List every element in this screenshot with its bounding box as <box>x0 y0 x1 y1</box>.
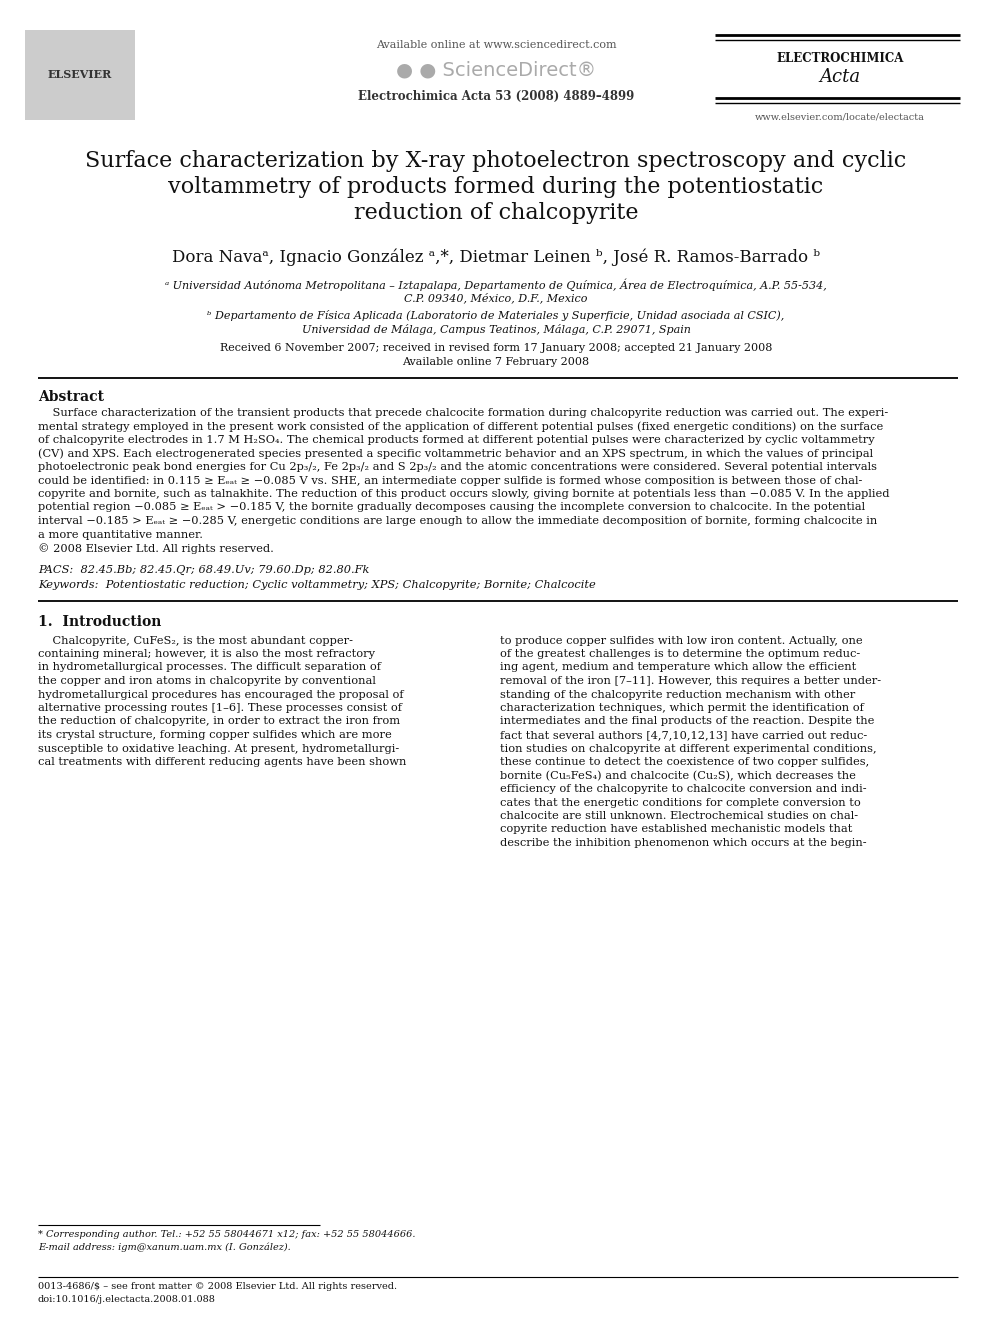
Text: copyrite reduction have established mechanistic models that: copyrite reduction have established mech… <box>500 824 852 835</box>
Text: Surface characterization by X-ray photoelectron spectroscopy and cyclic: Surface characterization by X-ray photoe… <box>85 149 907 172</box>
Text: chalcocite are still unknown. Electrochemical studies on chal-: chalcocite are still unknown. Electroche… <box>500 811 858 822</box>
Text: copyrite and bornite, such as talnakhite. The reduction of this product occurs s: copyrite and bornite, such as talnakhite… <box>38 490 890 499</box>
Text: Keywords:  Potentiostatic reduction; Cyclic voltammetry; XPS; Chalcopyrite; Born: Keywords: Potentiostatic reduction; Cycl… <box>38 581 596 590</box>
Text: Available online 7 February 2008: Available online 7 February 2008 <box>403 357 589 366</box>
Text: ELSEVIER: ELSEVIER <box>48 70 112 81</box>
Text: reduction of chalcopyrite: reduction of chalcopyrite <box>354 202 638 224</box>
Text: Surface characterization of the transient products that precede chalcocite forma: Surface characterization of the transien… <box>38 407 888 418</box>
Text: alternative processing routes [1–6]. These processes consist of: alternative processing routes [1–6]. The… <box>38 703 402 713</box>
Text: Received 6 November 2007; received in revised form 17 January 2008; accepted 21 : Received 6 November 2007; received in re… <box>220 343 772 353</box>
Text: * Corresponding author. Tel.: +52 55 58044671 x12; fax: +52 55 58044666.: * Corresponding author. Tel.: +52 55 580… <box>38 1230 416 1240</box>
Text: Chalcopyrite, CuFeS₂, is the most abundant copper-: Chalcopyrite, CuFeS₂, is the most abunda… <box>38 635 353 646</box>
Text: characterization techniques, which permit the identification of: characterization techniques, which permi… <box>500 703 864 713</box>
Text: cates that the energetic conditions for complete conversion to: cates that the energetic conditions for … <box>500 798 861 807</box>
Text: intermediates and the final products of the reaction. Despite the: intermediates and the final products of … <box>500 717 874 726</box>
Text: interval −0.185 > Eₑₐₜ ≥ −0.285 V, energetic conditions are large enough to allo: interval −0.185 > Eₑₐₜ ≥ −0.285 V, energ… <box>38 516 877 527</box>
Text: of chalcopyrite electrodes in 1.7 M H₂SO₄. The chemical products formed at diffe: of chalcopyrite electrodes in 1.7 M H₂SO… <box>38 435 875 445</box>
Text: voltammetry of products formed during the potentiostatic: voltammetry of products formed during th… <box>169 176 823 198</box>
Text: the reduction of chalcopyrite, in order to extract the iron from: the reduction of chalcopyrite, in order … <box>38 717 400 726</box>
Text: (CV) and XPS. Each electrogenerated species presented a specific voltammetric be: (CV) and XPS. Each electrogenerated spec… <box>38 448 873 459</box>
Text: 0013-4686/$ – see front matter © 2008 Elsevier Ltd. All rights reserved.: 0013-4686/$ – see front matter © 2008 El… <box>38 1282 397 1291</box>
Text: ing agent, medium and temperature which allow the efficient: ing agent, medium and temperature which … <box>500 663 856 672</box>
Text: Abstract: Abstract <box>38 390 104 404</box>
Text: Universidad de Málaga, Campus Teatinos, Málaga, C.P. 29071, Spain: Universidad de Málaga, Campus Teatinos, … <box>302 324 690 335</box>
Text: ᵃ Universidad Autónoma Metropolitana – Iztapalapa, Departamento de Química, Área: ᵃ Universidad Autónoma Metropolitana – I… <box>165 278 827 291</box>
Text: these continue to detect the coexistence of two copper sulfides,: these continue to detect the coexistence… <box>500 757 869 767</box>
Text: PACS:  82.45.Bb; 82.45.Qr; 68.49.Uv; 79.60.Dp; 82.80.Fk: PACS: 82.45.Bb; 82.45.Qr; 68.49.Uv; 79.6… <box>38 565 369 574</box>
Text: ELECTROCHIMICA: ELECTROCHIMICA <box>777 52 904 65</box>
Text: describe the inhibition phenomenon which occurs at the begin-: describe the inhibition phenomenon which… <box>500 837 867 848</box>
Text: of the greatest challenges is to determine the optimum reduc-: of the greatest challenges is to determi… <box>500 650 860 659</box>
Text: doi:10.1016/j.electacta.2008.01.088: doi:10.1016/j.electacta.2008.01.088 <box>38 1295 216 1304</box>
Text: removal of the iron [7–11]. However, this requires a better under-: removal of the iron [7–11]. However, thi… <box>500 676 881 687</box>
Text: standing of the chalcopyrite reduction mechanism with other: standing of the chalcopyrite reduction m… <box>500 689 855 700</box>
Text: fact that several authors [4,7,10,12,13] have carried out reduc-: fact that several authors [4,7,10,12,13]… <box>500 730 867 740</box>
Text: C.P. 09340, México, D.F., Mexico: C.P. 09340, México, D.F., Mexico <box>405 292 587 303</box>
Text: Acta: Acta <box>819 67 861 86</box>
Text: ● ● ScienceDirect®: ● ● ScienceDirect® <box>396 60 596 79</box>
Text: cal treatments with different reducing agents have been shown: cal treatments with different reducing a… <box>38 757 407 767</box>
Text: Dora Navaᵃ, Ignacio González ᵃ,*, Dietmar Leinen ᵇ, José R. Ramos-Barrado ᵇ: Dora Navaᵃ, Ignacio González ᵃ,*, Dietma… <box>172 247 820 266</box>
Text: 1.  Introduction: 1. Introduction <box>38 615 162 630</box>
Text: containing mineral; however, it is also the most refractory: containing mineral; however, it is also … <box>38 650 375 659</box>
Text: Electrochimica Acta 53 (2008) 4889–4899: Electrochimica Acta 53 (2008) 4889–4899 <box>358 90 634 103</box>
Text: bornite (Cu₅FeS₄) and chalcocite (Cu₂S), which decreases the: bornite (Cu₅FeS₄) and chalcocite (Cu₂S),… <box>500 770 856 781</box>
Text: the copper and iron atoms in chalcopyrite by conventional: the copper and iron atoms in chalcopyrit… <box>38 676 376 687</box>
Text: www.elsevier.com/locate/electacta: www.elsevier.com/locate/electacta <box>755 112 925 120</box>
Text: susceptible to oxidative leaching. At present, hydrometallurgi-: susceptible to oxidative leaching. At pr… <box>38 744 399 754</box>
Text: mental strategy employed in the present work consisted of the application of dif: mental strategy employed in the present … <box>38 422 883 433</box>
Text: Available online at www.sciencedirect.com: Available online at www.sciencedirect.co… <box>376 40 616 50</box>
Text: its crystal structure, forming copper sulfides which are more: its crystal structure, forming copper su… <box>38 730 392 740</box>
Text: efficiency of the chalcopyrite to chalcocite conversion and indi-: efficiency of the chalcopyrite to chalco… <box>500 785 867 794</box>
Text: in hydrometallurgical processes. The difficult separation of: in hydrometallurgical processes. The dif… <box>38 663 381 672</box>
Text: hydrometallurgical procedures has encouraged the proposal of: hydrometallurgical procedures has encour… <box>38 689 404 700</box>
Text: tion studies on chalcopyrite at different experimental conditions,: tion studies on chalcopyrite at differen… <box>500 744 877 754</box>
Text: to produce copper sulfides with low iron content. Actually, one: to produce copper sulfides with low iron… <box>500 635 863 646</box>
Bar <box>25 30 135 120</box>
Text: potential region −0.085 ≥ Eₑₐₜ > −0.185 V, the bornite gradually decomposes caus: potential region −0.085 ≥ Eₑₐₜ > −0.185 … <box>38 503 865 512</box>
Text: could be identified: in 0.115 ≥ Eₑₐₜ ≥ −0.085 V vs. SHE, an intermediate copper : could be identified: in 0.115 ≥ Eₑₐₜ ≥ −… <box>38 475 862 486</box>
Text: © 2008 Elsevier Ltd. All rights reserved.: © 2008 Elsevier Ltd. All rights reserved… <box>38 542 274 554</box>
Text: E-mail address: igm@xanum.uam.mx (I. González).: E-mail address: igm@xanum.uam.mx (I. Gon… <box>38 1244 291 1253</box>
Text: ᵇ Departamento de Física Aplicada (Laboratorio de Materiales y Superficie, Unida: ᵇ Departamento de Física Aplicada (Labor… <box>207 310 785 321</box>
Text: a more quantitative manner.: a more quantitative manner. <box>38 529 203 540</box>
Text: photoelectronic peak bond energies for Cu 2p₃/₂, Fe 2p₃/₂ and S 2p₃/₂ and the at: photoelectronic peak bond energies for C… <box>38 462 877 472</box>
